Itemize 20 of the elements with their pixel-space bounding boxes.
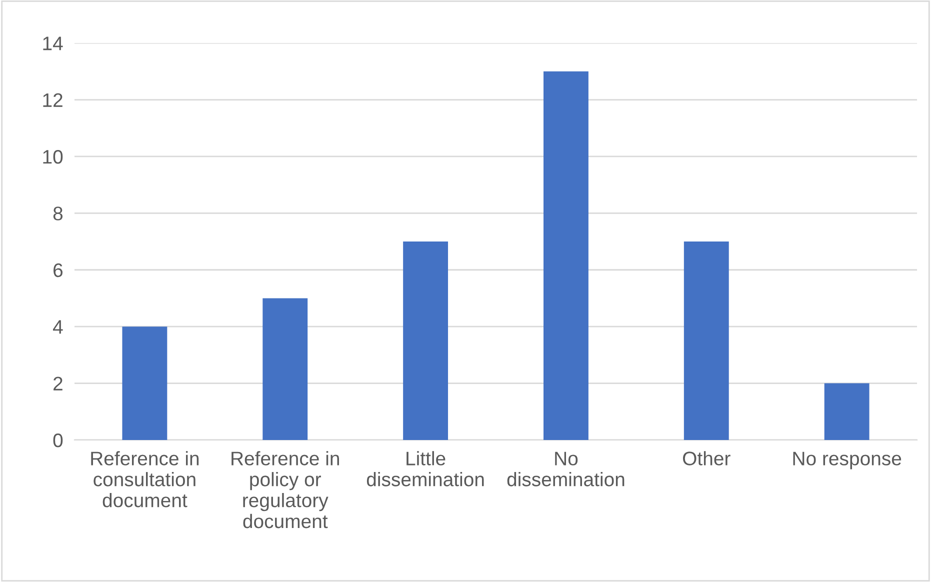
y-tick-label: 8 (53, 206, 63, 220)
y-tick-label: 4 (53, 320, 63, 334)
bar (403, 242, 448, 440)
y-tick-label: 10 (43, 150, 63, 164)
x-tick-label: Reference in policy or regulatory document (232, 451, 339, 528)
bar (684, 242, 729, 440)
x-tick-label: No dissemination (507, 452, 624, 486)
bar (122, 326, 168, 440)
y-tick-label: 6 (54, 263, 63, 278)
y-tick-label: 12 (43, 93, 62, 107)
y-tick-label: 2 (54, 376, 62, 390)
y-tick-label: 14 (43, 36, 63, 50)
bar (262, 298, 308, 440)
x-tick-label: Little dissemination (366, 451, 484, 486)
x-tick-label: Other (683, 451, 730, 466)
x-tick-label: Reference in consultation document (91, 451, 199, 508)
y-tick-label: 0 (53, 433, 63, 448)
x-tick-label: No response (793, 452, 902, 470)
bar (544, 71, 588, 440)
bar (824, 383, 870, 440)
